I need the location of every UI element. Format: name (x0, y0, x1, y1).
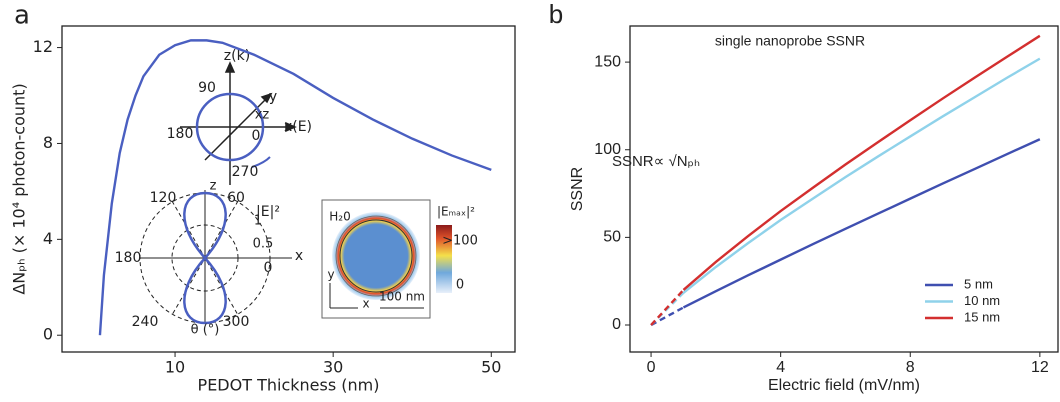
x-tick-label: 30 (323, 358, 343, 377)
plot-frame (61, 25, 516, 353)
y-tick-label: 0 (612, 316, 621, 333)
y-tick-label: 0 (43, 325, 53, 344)
y-axis-label: SSNR (569, 167, 586, 211)
annotation: >100 (442, 234, 478, 249)
x-tick-label: 10 (165, 358, 185, 377)
plot-frame (629, 25, 1059, 353)
y-axis-label: ΔNₚₕ (× 10⁴ photon-count) (10, 83, 29, 294)
annotation: y (327, 268, 334, 282)
annotation: 180 (167, 126, 194, 142)
annotation: H₂0 (329, 210, 350, 224)
data-line (682, 57, 1041, 294)
x-tick-label: 0 (647, 359, 656, 376)
annotation: 240 (132, 314, 159, 330)
x-axis-label: PEDOT Thickness (nm) (198, 376, 380, 395)
annotation: 300 (223, 314, 250, 330)
annotation: 270 (232, 164, 259, 180)
data-line (650, 289, 685, 326)
annotation: 180 (115, 250, 142, 266)
annotation: |E|² (256, 204, 280, 220)
annotation: z(k) (224, 48, 250, 64)
annotation: 0.5 (253, 237, 274, 252)
annotation: θ (°) (191, 323, 220, 338)
annotation: 100 nm (379, 290, 425, 304)
annotation: z (210, 179, 217, 194)
legend-label: 5 nm (964, 276, 993, 291)
data-line (682, 138, 1041, 309)
legend-label: 15 nm (964, 309, 1000, 324)
inset-polar (139, 190, 292, 325)
annotation: 90 (198, 80, 216, 96)
annotation: 60 (227, 190, 245, 206)
y-tick-label: 12 (33, 37, 53, 56)
chart-title: single nanoprobe SSNR (715, 33, 865, 49)
y-tick-label: 50 (603, 229, 621, 246)
x-tick-label: 8 (906, 359, 915, 376)
inset-field-map (321, 199, 452, 319)
x-tick-label: 50 (481, 358, 501, 377)
x-tick-label: 12 (1031, 359, 1049, 376)
y-tick-label: 100 (594, 141, 621, 158)
annotation: 0 (456, 278, 464, 293)
annotation: x (295, 248, 303, 264)
annotation: 120 (150, 190, 177, 206)
panel: b 0 4 8 12 0 50 100 150 Electric field (mV/nm) SSN… (549, 0, 1059, 394)
data-line (682, 34, 1041, 291)
legend-label: 10 nm (964, 293, 1000, 308)
inset-coordinates (180, 61, 297, 185)
panel-label: b (549, 0, 563, 29)
annotation: xz (255, 108, 270, 123)
panel-label: a (14, 1, 30, 31)
annotation: y (269, 89, 277, 105)
annotation: x (362, 297, 369, 311)
annotation: |Eₘₐₓ|² (437, 205, 475, 219)
y-tick-label: 4 (43, 229, 53, 248)
y-tick-label: 8 (43, 133, 53, 152)
annotation: x(E) (284, 119, 312, 135)
data-line (98, 39, 492, 336)
y-tick-label: 150 (594, 53, 621, 70)
annotation: 0 (264, 260, 273, 276)
annotation: SSNR∝ √Nₚₕ (612, 153, 700, 170)
x-tick-label: 4 (776, 359, 785, 376)
annotation: 0 (252, 128, 261, 144)
annotation: 1 (254, 214, 262, 229)
x-axis-label: Electric field (mV/nm) (768, 377, 920, 394)
data-line (650, 306, 685, 327)
